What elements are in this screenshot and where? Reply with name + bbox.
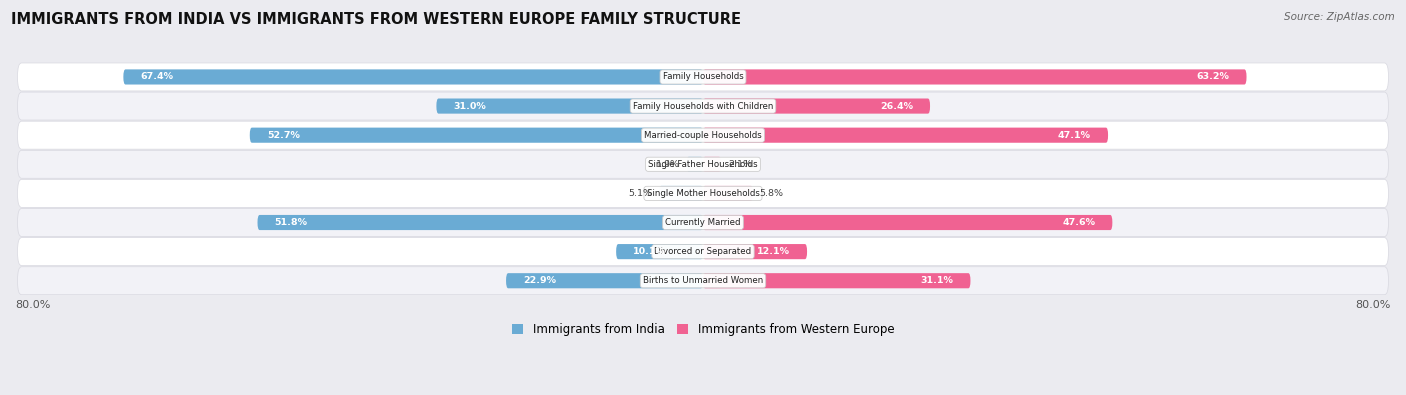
FancyBboxPatch shape: [703, 70, 1247, 85]
Text: Family Households: Family Households: [662, 72, 744, 81]
Text: 2.1%: 2.1%: [728, 160, 752, 169]
FancyBboxPatch shape: [18, 150, 1388, 178]
Text: 31.0%: 31.0%: [454, 102, 486, 111]
Text: 52.7%: 52.7%: [267, 131, 299, 140]
Text: Married-couple Households: Married-couple Households: [644, 131, 762, 140]
Text: 47.6%: 47.6%: [1062, 218, 1095, 227]
FancyBboxPatch shape: [257, 215, 703, 230]
Text: 80.0%: 80.0%: [15, 300, 51, 310]
Text: Divorced or Separated: Divorced or Separated: [654, 247, 752, 256]
FancyBboxPatch shape: [616, 244, 703, 259]
Text: Source: ZipAtlas.com: Source: ZipAtlas.com: [1284, 12, 1395, 22]
Text: Currently Married: Currently Married: [665, 218, 741, 227]
FancyBboxPatch shape: [18, 63, 1388, 91]
FancyBboxPatch shape: [18, 209, 1388, 237]
Text: Births to Unmarried Women: Births to Unmarried Women: [643, 276, 763, 285]
Text: 26.4%: 26.4%: [880, 102, 912, 111]
FancyBboxPatch shape: [18, 179, 1388, 207]
Text: Single Mother Households: Single Mother Households: [647, 189, 759, 198]
FancyBboxPatch shape: [703, 157, 721, 172]
FancyBboxPatch shape: [703, 244, 807, 259]
FancyBboxPatch shape: [18, 238, 1388, 265]
Text: 51.8%: 51.8%: [274, 218, 308, 227]
Text: 10.1%: 10.1%: [633, 247, 666, 256]
Text: 47.1%: 47.1%: [1057, 131, 1091, 140]
FancyBboxPatch shape: [703, 273, 970, 288]
Text: 22.9%: 22.9%: [523, 276, 557, 285]
FancyBboxPatch shape: [18, 92, 1388, 120]
Text: 80.0%: 80.0%: [1355, 300, 1391, 310]
Text: Family Households with Children: Family Households with Children: [633, 102, 773, 111]
FancyBboxPatch shape: [659, 186, 703, 201]
FancyBboxPatch shape: [436, 98, 703, 114]
FancyBboxPatch shape: [703, 186, 752, 201]
FancyBboxPatch shape: [124, 70, 703, 85]
FancyBboxPatch shape: [18, 121, 1388, 149]
FancyBboxPatch shape: [703, 128, 1108, 143]
Text: 67.4%: 67.4%: [141, 72, 173, 81]
Text: 12.1%: 12.1%: [756, 247, 790, 256]
Text: 1.9%: 1.9%: [655, 160, 679, 169]
Text: IMMIGRANTS FROM INDIA VS IMMIGRANTS FROM WESTERN EUROPE FAMILY STRUCTURE: IMMIGRANTS FROM INDIA VS IMMIGRANTS FROM…: [11, 12, 741, 27]
Text: 31.1%: 31.1%: [921, 276, 953, 285]
FancyBboxPatch shape: [703, 215, 1112, 230]
FancyBboxPatch shape: [506, 273, 703, 288]
Text: Single Father Households: Single Father Households: [648, 160, 758, 169]
FancyBboxPatch shape: [250, 128, 703, 143]
Text: 5.1%: 5.1%: [628, 189, 652, 198]
Text: 63.2%: 63.2%: [1197, 72, 1229, 81]
Text: 5.8%: 5.8%: [759, 189, 783, 198]
FancyBboxPatch shape: [18, 267, 1388, 295]
FancyBboxPatch shape: [686, 157, 703, 172]
Legend: Immigrants from India, Immigrants from Western Europe: Immigrants from India, Immigrants from W…: [508, 318, 898, 340]
FancyBboxPatch shape: [703, 98, 929, 114]
